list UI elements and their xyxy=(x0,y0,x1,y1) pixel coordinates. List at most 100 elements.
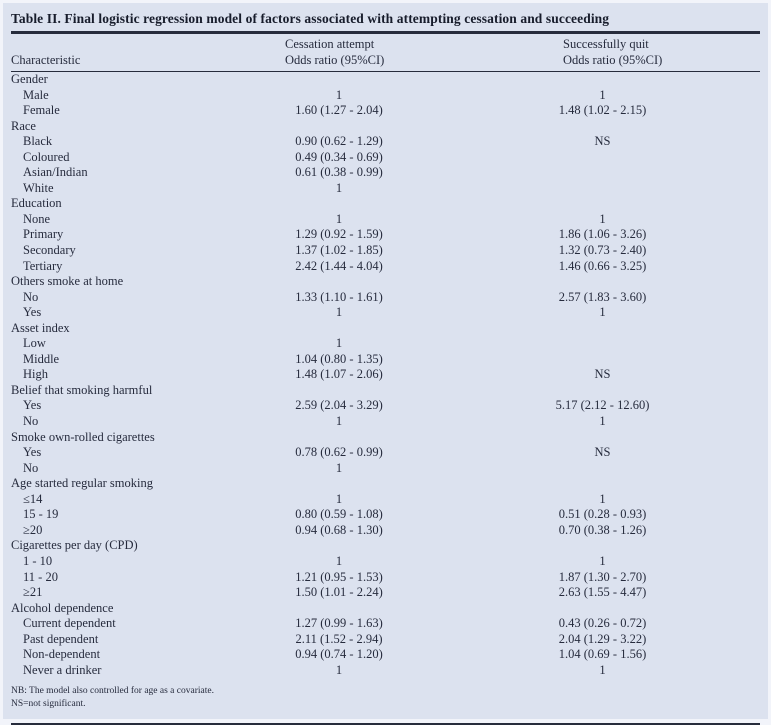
quit-odds-ratio xyxy=(445,181,760,197)
spacer-cell xyxy=(405,305,445,321)
column-header-successfully-quit: Successfully quit Odds ratio (95%CI) xyxy=(445,33,760,72)
section-header-row: Cigarettes per day (CPD) xyxy=(11,538,760,554)
row-label: White xyxy=(11,181,273,197)
row-label: Secondary xyxy=(11,243,273,259)
quit-odds-ratio: 1.87 (1.30 - 2.70) xyxy=(445,570,760,586)
section-header: Belief that smoking harmful xyxy=(11,383,760,399)
quit-odds-ratio: 1.04 (0.69 - 1.56) xyxy=(445,647,760,663)
spacer-cell xyxy=(405,647,445,663)
quit-odds-ratio: 0.43 (0.26 - 0.72) xyxy=(445,616,760,632)
spacer-cell xyxy=(405,492,445,508)
spacer-cell xyxy=(405,523,445,539)
quit-odds-ratio: 2.04 (1.29 - 3.22) xyxy=(445,632,760,648)
row-label: Yes xyxy=(11,305,273,321)
attempt-odds-ratio: 0.61 (0.38 - 0.99) xyxy=(273,165,405,181)
section-header-row: Age started regular smoking xyxy=(11,476,760,492)
section-header: Alcohol dependence xyxy=(11,601,760,617)
quit-odds-ratio: 1 xyxy=(445,414,760,430)
spacer-cell xyxy=(405,585,445,601)
attempt-odds-ratio: 1 xyxy=(273,181,405,197)
row-label: No xyxy=(11,290,273,306)
section-header: Gender xyxy=(11,72,760,88)
attempt-odds-ratio: 1 xyxy=(273,492,405,508)
quit-odds-ratio: 2.63 (1.55 - 4.47) xyxy=(445,585,760,601)
attempt-odds-ratio: 2.59 (2.04 - 3.29) xyxy=(273,398,405,414)
attempt-odds-ratio: 1 xyxy=(273,212,405,228)
column-header-line: Cessation attempt xyxy=(285,37,445,53)
section-header: Age started regular smoking xyxy=(11,476,760,492)
quit-odds-ratio: 1 xyxy=(445,212,760,228)
footnote-nb: NB: The model also controlled for age as… xyxy=(11,685,760,698)
row-label: Non-dependent xyxy=(11,647,273,663)
quit-odds-ratio: 5.17 (2.12 - 12.60) xyxy=(445,398,760,414)
attempt-odds-ratio: 1 xyxy=(273,554,405,570)
spacer-cell xyxy=(405,290,445,306)
spacer-cell xyxy=(405,150,445,166)
attempt-odds-ratio: 0.80 (0.59 - 1.08) xyxy=(273,507,405,523)
quit-odds-ratio: 1 xyxy=(445,492,760,508)
attempt-odds-ratio: 0.90 (0.62 - 1.29) xyxy=(273,134,405,150)
spacer-cell xyxy=(405,181,445,197)
quit-odds-ratio: 1.46 (0.66 - 3.25) xyxy=(445,259,760,275)
column-header-cessation-attempt: Cessation attempt Odds ratio (95%CI) xyxy=(273,33,445,72)
spacer-cell xyxy=(405,570,445,586)
attempt-odds-ratio: 1.04 (0.80 - 1.35) xyxy=(273,352,405,368)
attempt-odds-ratio: 1.48 (1.07 - 2.06) xyxy=(273,367,405,383)
row-label: Asian/Indian xyxy=(11,165,273,181)
row-label: Yes xyxy=(11,398,273,414)
column-header-characteristic: Characteristic xyxy=(11,33,273,72)
section-header-row: Education xyxy=(11,196,760,212)
quit-odds-ratio xyxy=(445,461,760,477)
attempt-odds-ratio: 1 xyxy=(273,88,405,104)
table-title: Table II. Final logistic regression mode… xyxy=(11,3,760,31)
spacer-cell xyxy=(405,632,445,648)
table-panel: Table II. Final logistic regression mode… xyxy=(3,3,768,719)
quit-odds-ratio: NS xyxy=(445,134,760,150)
spacer-cell xyxy=(405,88,445,104)
column-header-line: Odds ratio (95%CI) xyxy=(563,53,760,69)
attempt-odds-ratio: 1 xyxy=(273,336,405,352)
row-label: None xyxy=(11,212,273,228)
section-header-row: Gender xyxy=(11,72,760,88)
section-header: Race xyxy=(11,119,760,135)
quit-odds-ratio xyxy=(445,165,760,181)
quit-odds-ratio xyxy=(445,352,760,368)
quit-odds-ratio: 1 xyxy=(445,663,760,679)
row-label: Female xyxy=(11,103,273,119)
quit-odds-ratio: 1 xyxy=(445,305,760,321)
attempt-odds-ratio: 0.94 (0.74 - 1.20) xyxy=(273,647,405,663)
row-label: ≤14 xyxy=(11,492,273,508)
quit-odds-ratio: 0.70 (0.38 - 1.26) xyxy=(445,523,760,539)
row-label: Coloured xyxy=(11,150,273,166)
regression-table: Characteristic Cessation attempt Odds ra… xyxy=(11,31,760,678)
attempt-odds-ratio: 1 xyxy=(273,305,405,321)
header-row: Characteristic Cessation attempt Odds ra… xyxy=(11,33,760,72)
spacer-cell xyxy=(405,367,445,383)
footnotes: NB: The model also controlled for age as… xyxy=(11,685,760,725)
row-label: No xyxy=(11,414,273,430)
row-label: Never a drinker xyxy=(11,663,273,679)
attempt-odds-ratio: 1 xyxy=(273,414,405,430)
row-label: Middle xyxy=(11,352,273,368)
row-label: Primary xyxy=(11,227,273,243)
row-label: High xyxy=(11,367,273,383)
attempt-odds-ratio: 1.27 (0.99 - 1.63) xyxy=(273,616,405,632)
section-header-row: Others smoke at home xyxy=(11,274,760,290)
spacer-cell xyxy=(405,445,445,461)
footnote-ns: NS=not significant. xyxy=(11,698,760,711)
spacer-cell xyxy=(405,663,445,679)
